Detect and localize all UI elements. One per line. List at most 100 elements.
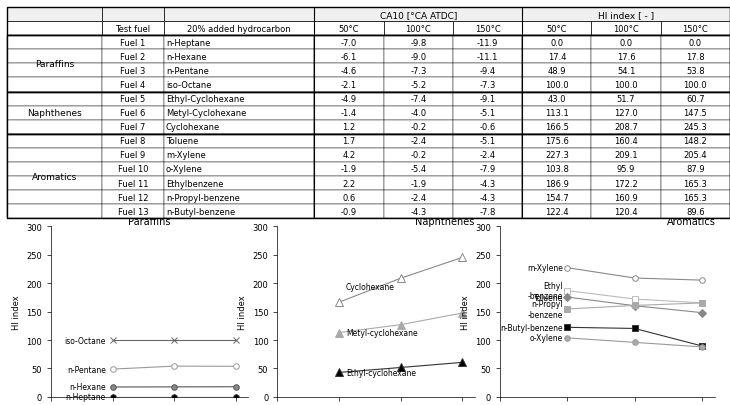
Text: 208.7: 208.7	[614, 123, 638, 132]
Text: 50°C: 50°C	[547, 25, 567, 34]
Text: -7.8: -7.8	[480, 207, 496, 216]
Text: Ethyl
-benzene: Ethyl -benzene	[528, 281, 563, 301]
Text: -2.4: -2.4	[410, 193, 426, 202]
Text: 50°C: 50°C	[339, 25, 359, 34]
Text: -4.3: -4.3	[480, 193, 496, 202]
Text: 245.3: 245.3	[683, 123, 707, 132]
Text: Ethyl-Cyclohexane: Ethyl-Cyclohexane	[166, 95, 245, 104]
Text: n-Pentane: n-Pentane	[166, 67, 209, 76]
Y-axis label: HI index: HI index	[238, 294, 247, 329]
Text: 127.0: 127.0	[614, 109, 638, 118]
Text: Cyclohexane: Cyclohexane	[346, 282, 395, 292]
Text: -1.9: -1.9	[410, 179, 426, 188]
Text: -1.9: -1.9	[341, 165, 357, 174]
Text: Fuel 1: Fuel 1	[120, 39, 145, 48]
Text: Fuel 9: Fuel 9	[120, 151, 145, 160]
Text: -11.1: -11.1	[477, 53, 499, 62]
Text: -9.4: -9.4	[480, 67, 496, 76]
Text: Toluene: Toluene	[534, 293, 563, 302]
Text: 89.6: 89.6	[686, 207, 704, 216]
Text: 160.4: 160.4	[614, 137, 638, 146]
Text: n-Hexane: n-Hexane	[69, 383, 106, 392]
Text: -5.2: -5.2	[410, 81, 426, 90]
Text: -7.9: -7.9	[480, 165, 496, 174]
Text: n-Butyl-benzene: n-Butyl-benzene	[501, 323, 563, 332]
Text: 2.2: 2.2	[342, 179, 356, 188]
Text: Fuel 5: Fuel 5	[120, 95, 145, 104]
Text: o-Xylene: o-Xylene	[530, 334, 563, 343]
Text: -5.4: -5.4	[410, 165, 426, 174]
Text: n-Propyl
-benzene: n-Propyl -benzene	[528, 300, 563, 319]
Text: Metyl-Cyclohexane: Metyl-Cyclohexane	[166, 109, 246, 118]
Text: 0.0: 0.0	[689, 39, 702, 48]
Text: Fuel 2: Fuel 2	[120, 53, 145, 62]
Text: 17.8: 17.8	[686, 53, 704, 62]
Text: -4.0: -4.0	[410, 109, 426, 118]
Text: HI index [ - ]: HI index [ - ]	[598, 11, 654, 19]
Text: 87.9: 87.9	[686, 165, 704, 174]
Text: Fuel 7: Fuel 7	[120, 123, 146, 132]
Text: -11.9: -11.9	[477, 39, 499, 48]
Text: 0.0: 0.0	[550, 39, 564, 48]
Text: 166.5: 166.5	[545, 123, 569, 132]
Text: -0.2: -0.2	[410, 123, 426, 132]
Text: Fuel 10: Fuel 10	[118, 165, 148, 174]
Text: Test fuel: Test fuel	[115, 25, 150, 34]
Text: -5.1: -5.1	[480, 137, 496, 146]
Text: Fuel 13: Fuel 13	[118, 207, 148, 216]
Text: 122.4: 122.4	[545, 207, 569, 216]
Text: Fuel 12: Fuel 12	[118, 193, 148, 202]
Text: 43.0: 43.0	[548, 95, 566, 104]
Text: 48.9: 48.9	[548, 67, 566, 76]
Text: 175.6: 175.6	[545, 137, 569, 146]
Text: 1.7: 1.7	[342, 137, 356, 146]
Text: Ethyl-cyclohexane: Ethyl-cyclohexane	[346, 368, 416, 377]
Text: 172.2: 172.2	[614, 179, 638, 188]
Text: 165.3: 165.3	[683, 193, 707, 202]
Text: -0.2: -0.2	[410, 151, 426, 160]
Text: Fuel 4: Fuel 4	[120, 81, 145, 90]
Text: -9.8: -9.8	[410, 39, 426, 48]
Text: 150°C: 150°C	[683, 25, 708, 34]
Text: o-Xylene: o-Xylene	[166, 165, 203, 174]
Text: 154.7: 154.7	[545, 193, 569, 202]
Text: -4.3: -4.3	[480, 179, 496, 188]
Text: 186.9: 186.9	[545, 179, 569, 188]
Text: Naphthenes: Naphthenes	[28, 109, 82, 118]
Text: 103.8: 103.8	[545, 165, 569, 174]
Text: 60.7: 60.7	[686, 95, 704, 104]
Text: -2.4: -2.4	[480, 151, 496, 160]
Text: 205.4: 205.4	[683, 151, 707, 160]
Text: 0.0: 0.0	[620, 39, 633, 48]
Text: 120.4: 120.4	[615, 207, 638, 216]
Text: -0.6: -0.6	[480, 123, 496, 132]
Text: -4.9: -4.9	[341, 95, 357, 104]
Text: m-Xylene: m-Xylene	[166, 151, 206, 160]
Text: -4.6: -4.6	[341, 67, 357, 76]
Text: n-Heptane: n-Heptane	[66, 392, 106, 401]
Text: Cyclohexane: Cyclohexane	[166, 123, 220, 132]
Text: Naphthenes: Naphthenes	[415, 216, 474, 226]
Text: m-Xylene: m-Xylene	[527, 264, 563, 273]
Text: CA10 [°CA ATDC]: CA10 [°CA ATDC]	[380, 11, 457, 19]
Text: Fuel 8: Fuel 8	[120, 137, 146, 146]
Text: 53.8: 53.8	[686, 67, 704, 76]
Text: 165.3: 165.3	[683, 179, 707, 188]
Text: 227.3: 227.3	[545, 151, 569, 160]
Text: -7.4: -7.4	[410, 95, 426, 104]
Text: -7.3: -7.3	[480, 81, 496, 90]
Text: 100.0: 100.0	[615, 81, 638, 90]
Text: -6.1: -6.1	[341, 53, 357, 62]
Text: 20% added hydrocarbon: 20% added hydrocarbon	[188, 25, 291, 34]
Text: Metyl-cyclohexane: Metyl-cyclohexane	[346, 328, 418, 337]
Y-axis label: HI index: HI index	[461, 294, 469, 329]
Text: iso-Octane: iso-Octane	[166, 81, 212, 90]
Text: -2.4: -2.4	[410, 137, 426, 146]
Text: 100.0: 100.0	[683, 81, 707, 90]
Text: Toluene: Toluene	[166, 137, 199, 146]
Text: Aromatics: Aromatics	[32, 172, 77, 181]
Text: 209.1: 209.1	[615, 151, 638, 160]
Text: iso-Octane: iso-Octane	[64, 336, 106, 345]
Text: Fuel 3: Fuel 3	[120, 67, 146, 76]
Text: 100°C: 100°C	[613, 25, 639, 34]
